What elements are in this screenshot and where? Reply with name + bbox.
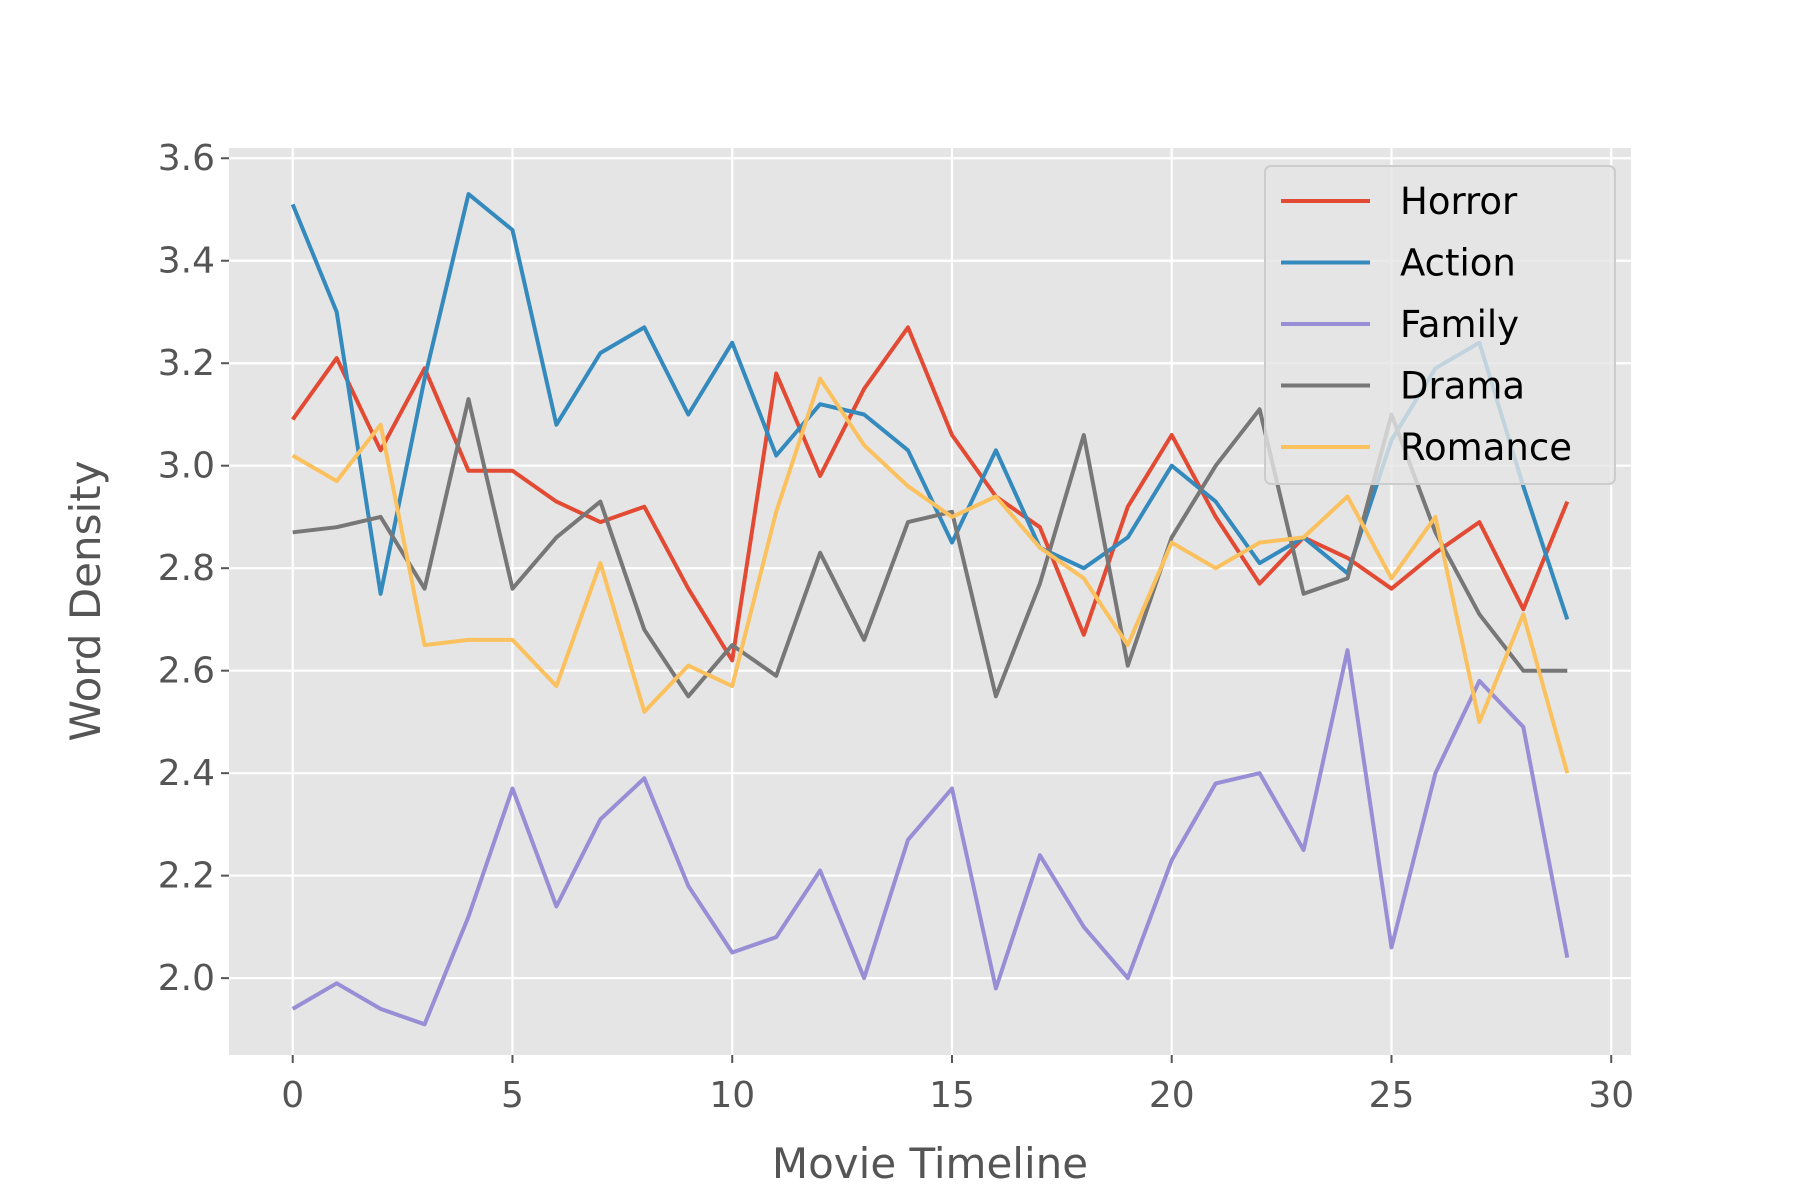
x-tick-label: 5 [501,1075,524,1116]
series-line-drama [292,397,1568,699]
legend-box [1264,165,1616,485]
x-tick-label: 30 [1588,1075,1634,1116]
grid [229,148,1631,1055]
legend-label-drama: Drama [1400,365,1525,408]
y-tick-label: 2.6 [158,651,215,692]
y-tick-label: 3.0 [158,446,215,487]
series-line-horror [291,325,1570,663]
y-tick-label: 3.2 [158,343,215,384]
legend-label-horror: Horror [1400,180,1518,223]
series-line-family [291,648,1570,1027]
x-tick-label: 0 [281,1075,304,1116]
x-axis-label: Movie Timeline [772,1139,1088,1188]
y-tick-label: 2.0 [158,958,215,999]
legend-label-family: Family [1400,303,1519,346]
series-line-romance [291,376,1570,774]
ticks: 0 5 10 15 20 25 30 2.0 2.2 2.4 2.6 2.8 3.0 3.2 3.4 3.6 [158,138,1634,1116]
legend-label-romance: Romance [1400,426,1572,469]
y-tick-label: 2.2 [158,856,215,897]
legend-label-action: Action [1400,242,1516,285]
y-tick-label: 3.4 [158,241,215,282]
y-axis-label: Word Density [61,461,110,742]
series-lines [290,192,1570,1027]
legend: Horror Action Family Drama Romance [1264,165,1616,485]
y-tick-label: 3.6 [158,138,215,179]
y-tick-label: 2.4 [158,753,215,794]
x-tick-label: 20 [1149,1075,1195,1116]
x-tick-label: 10 [709,1075,755,1116]
y-tick-label: 2.8 [158,548,215,589]
x-tick-label: 15 [929,1075,975,1116]
x-tick-label: 25 [1369,1075,1415,1116]
